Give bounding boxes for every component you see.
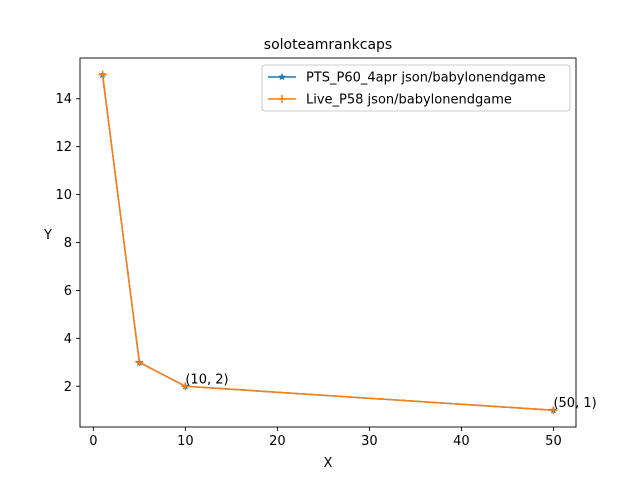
legend-marker-1 (278, 72, 286, 81)
series-2-point (549, 406, 558, 415)
x-tick-label: 20 (269, 434, 286, 449)
legend-marker-2 (278, 95, 286, 103)
x-tick-label: 0 (89, 434, 97, 449)
y-tick-label: 6 (64, 284, 72, 299)
x-tick-label: 30 (361, 434, 378, 449)
legend-label-1: PTS_P60_4apr json/babylonendgame (306, 71, 546, 86)
chart-title: soloteamrankcaps (264, 37, 392, 53)
series-2-point (135, 358, 144, 367)
legend-box (261, 64, 571, 112)
y-tick-label: 4 (64, 332, 72, 347)
x-tick-label: 40 (453, 434, 470, 449)
series-2-point (98, 70, 107, 79)
series-2-point (181, 382, 190, 391)
x-axis-label: X (324, 456, 333, 471)
legend: PTS_P60_4apr json/babylonendgame Live_P58… (261, 64, 571, 112)
y-tick-label: 14 (55, 92, 72, 107)
x-tick-label: 10 (177, 434, 194, 449)
x-tick-label: 50 (545, 434, 562, 449)
y-tick-label: 10 (55, 188, 72, 203)
series-line-2 (101, 74, 554, 411)
plot-area: 0 10 20 30 40 50 2 4 6 8 10 12 14 (10, 2) (50, 1) (55, 57, 597, 449)
y-tick-label: 12 (55, 140, 72, 155)
legend-label-2: Live_P58 json/babylonendgame (306, 93, 512, 108)
annotation-label: (10, 2) (185, 372, 228, 387)
y-axis-label: Y (43, 228, 52, 243)
y-tick-label: 8 (64, 236, 72, 251)
y-tick-label: 2 (64, 380, 72, 395)
annotation-label: (50, 1) (553, 396, 596, 411)
